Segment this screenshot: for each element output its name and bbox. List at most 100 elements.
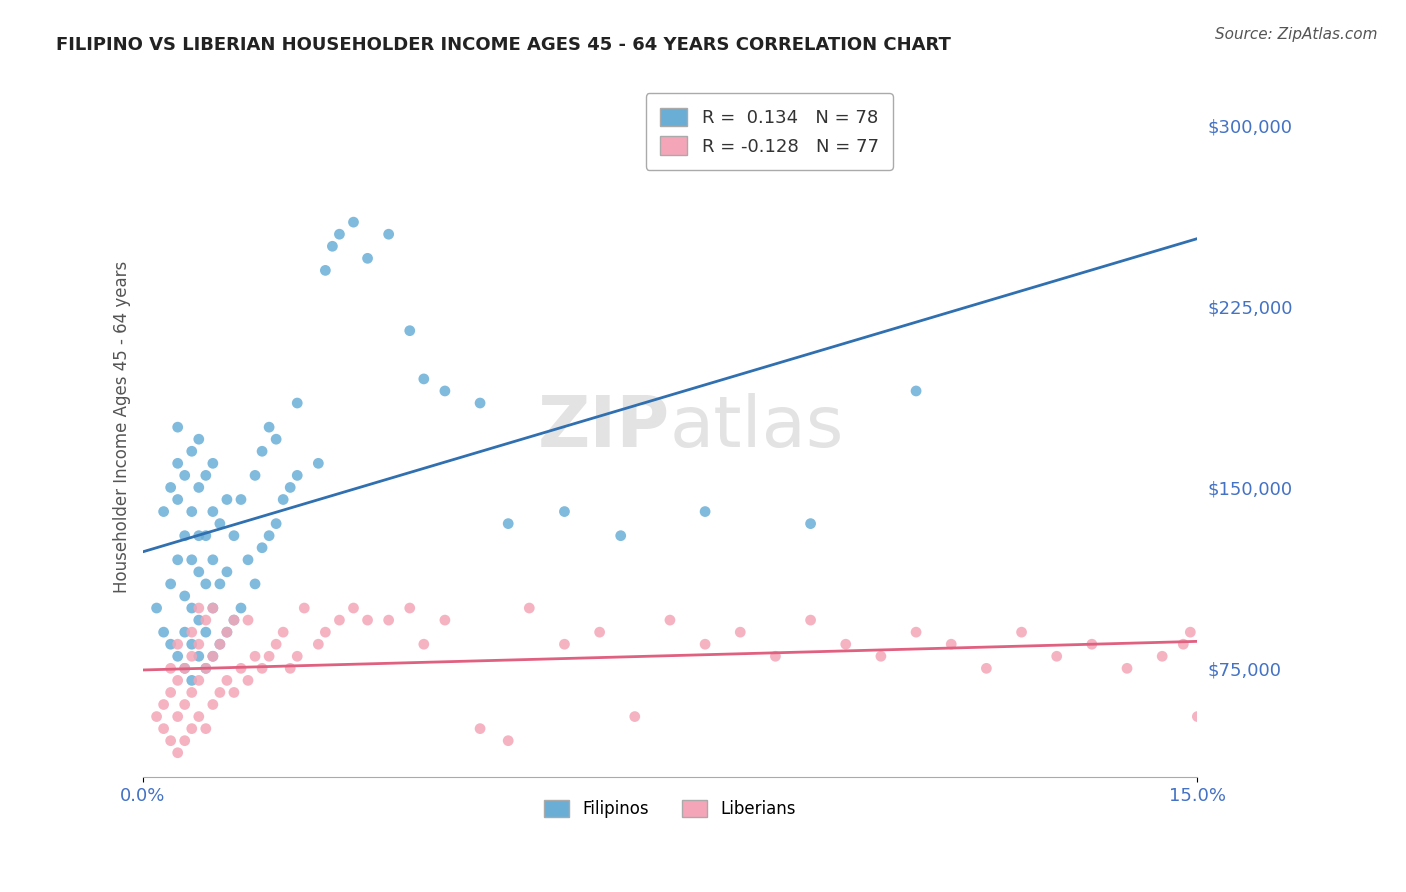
Point [236,673,259,688]
Point [250,444,273,458]
Point [588,625,610,640]
Point [208,637,231,651]
Point [278,480,301,494]
Point [173,661,195,675]
Point [243,468,266,483]
Point [835,637,858,651]
Point [314,625,336,640]
Point [166,553,188,567]
Point [941,637,963,651]
Point [243,577,266,591]
Point [264,432,287,446]
Point [166,746,188,760]
Point [377,613,399,627]
Point [180,444,202,458]
Point [905,625,928,640]
Point [166,456,188,470]
Point [870,649,893,664]
Point [412,372,434,386]
Point [201,649,224,664]
Point [187,565,209,579]
Point [328,227,350,242]
Point [314,263,336,277]
Point [222,613,245,627]
Point [194,661,217,675]
Point [292,601,315,615]
Point [658,613,681,627]
Point [356,252,378,266]
Point [201,601,224,615]
Point [1116,661,1139,675]
Point [201,505,224,519]
Point [398,601,420,615]
Point [180,673,202,688]
Point [1180,625,1202,640]
Point [208,516,231,531]
Point [765,649,787,664]
Point [208,637,231,651]
Point [517,601,540,615]
Point [1173,637,1195,651]
Text: atlas: atlas [669,392,845,462]
Point [180,625,202,640]
Point [208,577,231,591]
Point [285,649,308,664]
Point [187,649,209,664]
Point [800,613,823,627]
Point [145,709,167,723]
Point [180,601,202,615]
Point [194,468,217,483]
Point [222,529,245,543]
Point [173,625,195,640]
Point [194,625,217,640]
Point [433,384,456,398]
Point [623,709,645,723]
Point [159,661,181,675]
Text: ZIP: ZIP [537,392,669,462]
Point [377,227,399,242]
Point [496,733,519,747]
Point [278,661,301,675]
Point [1011,625,1033,640]
Point [187,432,209,446]
Point [187,601,209,615]
Text: FILIPINO VS LIBERIAN HOUSEHOLDER INCOME AGES 45 - 64 YEARS CORRELATION CHART: FILIPINO VS LIBERIAN HOUSEHOLDER INCOME … [56,36,950,54]
Point [180,637,202,651]
Point [468,722,491,736]
Point [173,698,195,712]
Point [693,637,716,651]
Point [194,577,217,591]
Point [201,553,224,567]
Point [285,396,308,410]
Point [215,565,238,579]
Point [159,480,181,494]
Point [468,396,491,410]
Point [257,529,280,543]
Point [187,673,209,688]
Point [250,541,273,555]
Point [201,698,224,712]
Point [145,601,167,615]
Point [496,516,519,531]
Y-axis label: Householder Income Ages 45 - 64 years: Householder Income Ages 45 - 64 years [114,261,131,593]
Point [173,468,195,483]
Point [264,637,287,651]
Text: Source: ZipAtlas.com: Source: ZipAtlas.com [1215,27,1378,42]
Point [159,685,181,699]
Point [222,685,245,699]
Point [173,733,195,747]
Point [1046,649,1069,664]
Point [180,505,202,519]
Point [342,215,364,229]
Point [243,649,266,664]
Point [180,649,202,664]
Point [173,661,195,675]
Point [307,456,329,470]
Point [222,613,245,627]
Point [264,516,287,531]
Point [173,589,195,603]
Point [321,239,343,253]
Legend: Filipinos, Liberians: Filipinos, Liberians [537,793,803,824]
Point [166,709,188,723]
Point [166,649,188,664]
